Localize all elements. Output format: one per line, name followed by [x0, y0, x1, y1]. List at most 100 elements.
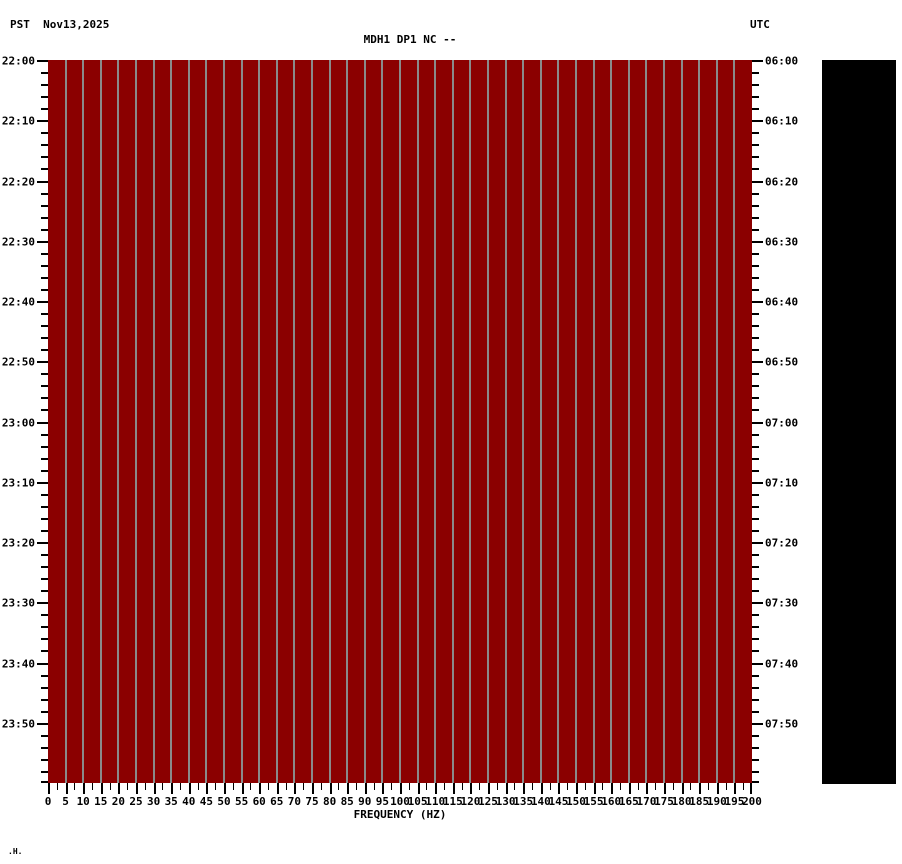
pst-tick-minor: [41, 626, 48, 629]
frequency-tick-minor: [197, 783, 199, 790]
pst-tick-minor: [41, 204, 48, 207]
frequency-tick-label: 85: [340, 795, 354, 808]
frequency-tick-major: [294, 783, 297, 794]
vertical-gridline: [205, 60, 208, 783]
utc-tick-minor: [752, 566, 759, 569]
pst-tick-minor: [41, 409, 48, 412]
utc-tick-major: [752, 180, 763, 183]
frequency-tick-major: [136, 783, 138, 794]
frequency-tick-label: 50: [217, 795, 231, 808]
vertical-gridline: [487, 60, 489, 783]
pst-tick-major: [37, 361, 48, 364]
frequency-tick-major: [312, 783, 314, 794]
vertical-gridline: [240, 60, 243, 783]
utc-tick-minor: [752, 156, 759, 159]
frequency-tick-minor: [637, 783, 639, 790]
utc-tick-minor: [752, 493, 759, 496]
pst-tick-minor: [41, 614, 48, 617]
frequency-tick-major: [48, 783, 50, 794]
pst-tick-minor: [41, 578, 48, 581]
frequency-tick-label: 40: [182, 795, 196, 808]
utc-tick-major: [752, 602, 763, 605]
utc-time-label: 06:30: [765, 235, 799, 249]
pst-tick-major: [37, 60, 48, 62]
utc-tick-minor: [752, 264, 759, 267]
frequency-tick-minor: [162, 783, 164, 790]
utc-time-label: 07:30: [765, 596, 799, 610]
frequency-axis: 0 5 10 15 20 25 30 35 40 45 50 55 60 65 70 75 80 85 90 95 10…: [45, 783, 762, 829]
frequency-tick-major: [364, 783, 367, 794]
frequency-tick-major: [628, 783, 631, 794]
frequency-tick-major: [699, 783, 702, 794]
frequency-tick-minor: [56, 783, 58, 790]
utc-tick-minor: [752, 517, 759, 520]
frequency-tick-minor: [496, 783, 498, 790]
frequency-tick-label: 120: [460, 795, 481, 808]
frequency-tick-minor: [408, 783, 410, 790]
time-axis-pst: 22:00 22:10 22:20 22:30 22:40 22:50 23:00 23:10…: [0, 55, 48, 783]
pst-time-label: 23:50: [1, 717, 35, 731]
frequency-tick-label: 80: [322, 795, 337, 808]
frequency-tick-label: 160: [601, 795, 622, 808]
pst-tick-minor: [41, 758, 48, 761]
vertical-gridline: [170, 60, 173, 783]
vertical-gridline: [539, 60, 542, 783]
spectrogram-plot-area[interactable]: [48, 60, 752, 783]
utc-tick-minor: [752, 84, 759, 87]
frequency-tick-major: [540, 783, 543, 794]
utc-time-label: 07:40: [765, 657, 799, 670]
vertical-gridline: [698, 60, 701, 783]
pst-tick-minor: [41, 325, 48, 328]
pst-tick-minor: [41, 445, 48, 448]
pst-tick-minor: [41, 457, 48, 460]
frequency-tick-major: [452, 783, 455, 794]
vertical-gridline: [434, 60, 437, 783]
pst-time-label: 23:00: [1, 416, 35, 429]
vertical-gridline: [733, 60, 736, 783]
frequency-tick-label: 35: [164, 795, 178, 808]
frequency-tick-label: 5: [62, 795, 69, 808]
pst-tick-minor: [41, 770, 48, 773]
frequency-tick-label: 95: [375, 795, 390, 808]
pst-time-label: 22:10: [1, 114, 35, 128]
pst-tick-major: [37, 240, 48, 243]
pst-tick-major: [37, 542, 48, 544]
frequency-tick-minor: [708, 783, 709, 790]
frequency-tick-label: 25: [129, 795, 143, 808]
frequency-tick-minor: [690, 783, 692, 790]
frequency-tick-major: [558, 783, 561, 794]
utc-tick-major: [752, 301, 763, 303]
frequency-tick-label: 140: [530, 795, 551, 808]
pst-tick-minor: [41, 590, 48, 593]
frequency-tick-label: 45: [199, 795, 214, 808]
frequency-tick-major: [417, 783, 420, 794]
vertical-gridline: [469, 60, 472, 783]
pst-time-label: 22:30: [1, 235, 35, 249]
utc-tick-minor: [752, 626, 759, 629]
utc-tick-minor: [752, 469, 759, 472]
utc-tick-minor: [752, 216, 759, 219]
utc-tick-minor: [752, 457, 759, 460]
pst-tick-major: [37, 722, 48, 725]
vertical-gridline: [416, 60, 419, 783]
utc-tick-minor: [752, 781, 759, 783]
pst-tick-minor: [41, 264, 48, 267]
utc-tick-minor: [752, 96, 759, 99]
vertical-gridline: [223, 60, 225, 783]
pst-tick-minor: [41, 216, 48, 219]
pst-time-label: 23:10: [1, 476, 35, 490]
pst-time-label: 23:30: [1, 596, 35, 610]
frequency-tick-minor: [620, 783, 621, 790]
vertical-gridline: [328, 60, 331, 783]
utc-tick-minor: [752, 132, 759, 135]
time-axis-utc: 06:00 06:10 06:20 06:30 06:40 06:50 07:00 07:10…: [752, 55, 818, 783]
utc-tick-minor: [752, 373, 759, 376]
pst-tick-minor: [41, 373, 48, 376]
frequency-tick-major: [734, 783, 737, 794]
utc-time-label: 07:10: [765, 476, 799, 490]
pst-tick-minor: [41, 156, 48, 159]
vertical-gridline: [451, 60, 454, 783]
utc-tick-minor: [752, 192, 759, 195]
utc-tick-minor: [752, 505, 759, 508]
utc-tick-major: [752, 542, 763, 544]
